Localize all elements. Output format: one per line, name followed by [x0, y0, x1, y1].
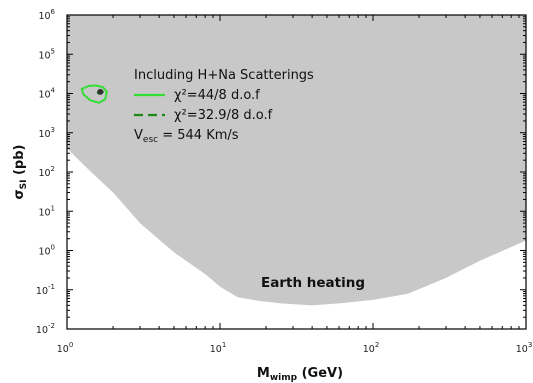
x-tick-label: 103 — [516, 341, 533, 355]
y-tick-label: 10-1 — [36, 283, 55, 297]
excluded-region-area — [67, 15, 526, 306]
contour-layer — [80, 84, 108, 104]
y-tick-label: 100 — [38, 244, 55, 258]
legend-title: Including H+Na Scatterings — [134, 68, 314, 83]
y-tick-label: 104 — [38, 87, 55, 101]
legend-label-series-1: χ²=32.9/8 d.o.f — [174, 108, 273, 123]
y-tick-label: 105 — [38, 47, 55, 61]
region-label: Earth heating — [261, 275, 365, 291]
y-tick-label: 10-2 — [36, 322, 55, 336]
tick-layer — [66, 14, 527, 330]
legend-note: Vesc = 544 Km/s — [134, 128, 239, 145]
x-axis-title: Mwimp (GeV) — [257, 366, 343, 383]
legend: Including H+Na Scatterings χ²=44/8 d.o.f… — [134, 68, 314, 145]
legend-label-series-0: χ²=44/8 d.o.f — [174, 88, 260, 103]
y-tick-label: 101 — [38, 204, 55, 218]
x-tick-label: 101 — [210, 341, 227, 355]
y-axis-title: σSI (pb) — [12, 145, 29, 200]
x-tick-label: 102 — [363, 341, 380, 355]
contour-series-0 — [80, 84, 108, 104]
best-fit-point — [97, 88, 104, 95]
x-tick-label: 100 — [57, 341, 74, 355]
y-tick-label: 103 — [38, 126, 55, 140]
tick-label-layer: 100 101 102 103 10-2 10-1 100 101 102 103 104 105 10… — [36, 8, 532, 355]
y-tick-label: 102 — [38, 165, 55, 179]
y-tick-label: 106 — [38, 8, 55, 22]
